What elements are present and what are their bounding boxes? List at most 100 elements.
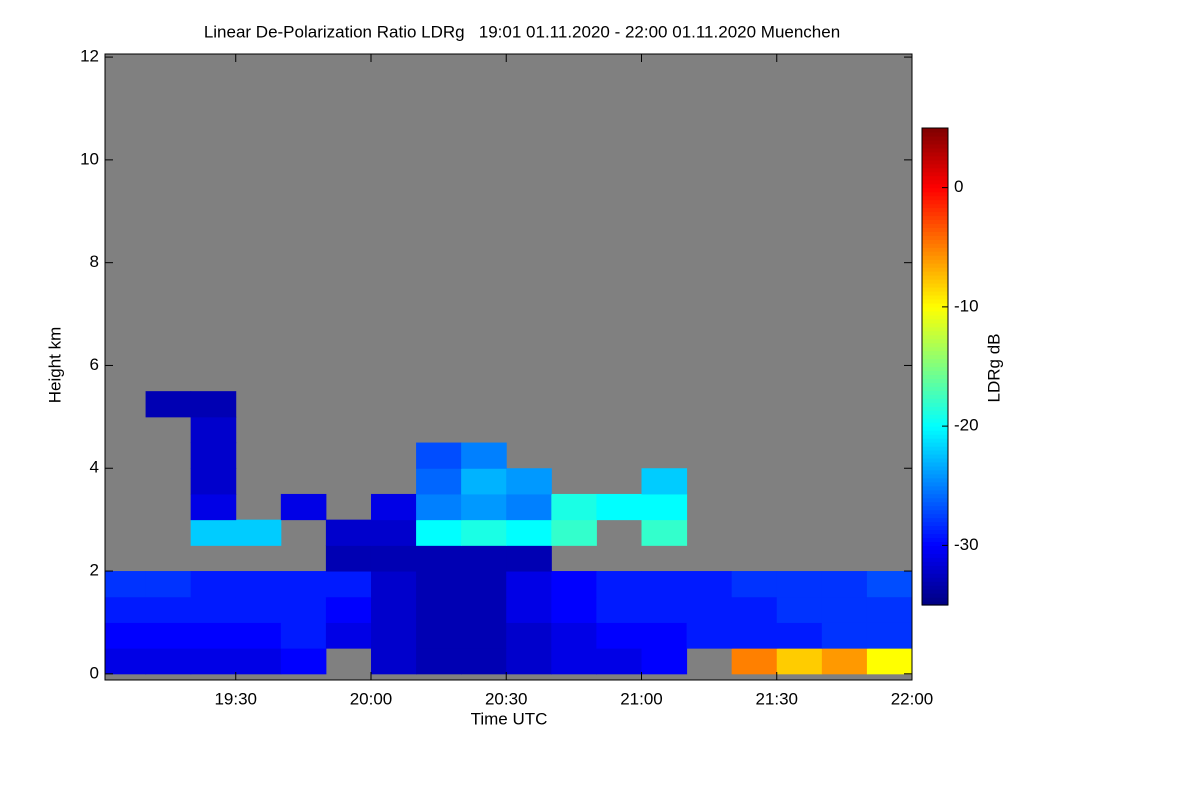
heatmap-cell [190,468,237,495]
x-tick-label: 19:30 [214,689,257,708]
colorbar-segment [922,302,948,308]
heatmap-cell [416,468,462,495]
colorbar-segment [922,155,948,161]
heatmap-cell [506,468,552,495]
heatmap-cell [506,519,552,546]
y-tick-label: 0 [90,663,99,682]
colorbar-segment [922,489,948,495]
heatmap-cell [370,493,417,521]
y-tick-label: 8 [90,252,99,271]
heatmap-cell [776,596,823,623]
colorbar-segment [922,465,948,471]
colorbar-segment [922,143,948,149]
heatmap-cell [190,596,237,623]
heatmap-cell [461,519,507,546]
colorbar-segment [922,279,948,284]
colorbar-label: LDRg dB [984,334,1003,403]
heatmap-cell [551,622,597,649]
heatmap-cell [190,442,237,469]
colorbar-segment [922,585,948,590]
colorbar-segment [922,203,948,209]
colorbar-segment [922,573,948,578]
colorbar-segment [922,322,948,328]
heatmap-cell [416,622,462,649]
colorbar-segment [922,418,948,423]
colorbar-segment [922,239,948,244]
y-tick-label: 6 [90,355,99,374]
heatmap-cell [325,622,372,649]
colorbar-segment [922,346,948,352]
heatmap-cell [370,519,417,546]
x-tick-label: 20:30 [485,689,528,708]
colorbar-segment [922,461,948,467]
heatmap-cell [370,622,417,649]
colorbar-segment [922,449,948,455]
heatmap-cell [731,596,778,623]
colorbar-segment [922,481,948,487]
heatmap-cell [776,571,823,598]
heatmap-cell [506,493,552,521]
colorbar-segment [922,442,948,447]
colorbar-segment [922,271,948,276]
heatmap-cell [461,648,507,675]
colorbar-segment [922,497,948,503]
colorbar-segment [922,549,948,554]
heatmap-cell [506,545,552,572]
colorbar-segment [922,227,948,232]
colorbar-segment [922,577,948,582]
colorbar-segment [922,430,948,435]
heatmap-cell [190,648,237,675]
heatmap-cell [551,519,597,546]
heatmap-cell [280,571,327,598]
heatmap-cell [416,493,462,521]
x-tick-label: 21:30 [755,689,798,708]
colorbar-segment [922,469,948,475]
colorbar-segment [922,128,948,133]
heatmap-cell [641,622,688,649]
colorbar-segment [922,565,948,570]
colorbar-segment [922,422,948,427]
y-tick-label: 10 [80,149,99,168]
heatmap-cell [370,596,417,623]
colorbar-segment [922,410,948,415]
heatmap-cell [866,648,913,675]
heatmap-cell [145,571,192,598]
colorbar-segment [922,589,948,594]
heatmap-cell [461,545,507,572]
heatmap-cell [280,493,327,521]
colorbar-segment [922,597,948,602]
colorbar-segment [922,147,948,153]
colorbar-segment [922,163,948,169]
heatmap-cell [235,622,282,649]
heatmap-cell [325,545,372,572]
heatmap-cell [596,493,642,521]
colorbar-segment [922,378,948,383]
colorbar-segment [922,231,948,236]
heatmap-cell [731,648,778,675]
heatmap-cell [596,596,642,623]
colorbar-segment [922,370,948,376]
colorbar-segment [922,541,948,546]
colorbar-segment [922,473,948,479]
heatmap-cell [105,571,147,598]
y-tick-label: 4 [90,458,99,477]
colorbar-segment [922,171,948,177]
colorbar-segment [922,493,948,499]
heatmap-cell [370,648,417,675]
colorbar-segment [922,402,948,407]
heatmap-cell [235,571,282,598]
colorbar-segment [922,298,948,304]
heatmap-cell [105,596,147,623]
colorbar-segment [922,338,948,344]
colorbar-segment [922,358,948,364]
y-tick-label: 2 [90,561,99,580]
heatmap-cell [416,648,462,675]
heatmap-cell [190,391,237,418]
colorbar-segment [922,601,948,606]
colorbar-segment [922,581,948,586]
heatmap-cell [105,622,147,649]
colorbar-segment [922,310,948,316]
colorbar-segment [922,382,948,387]
heatmap-cell [370,571,417,598]
